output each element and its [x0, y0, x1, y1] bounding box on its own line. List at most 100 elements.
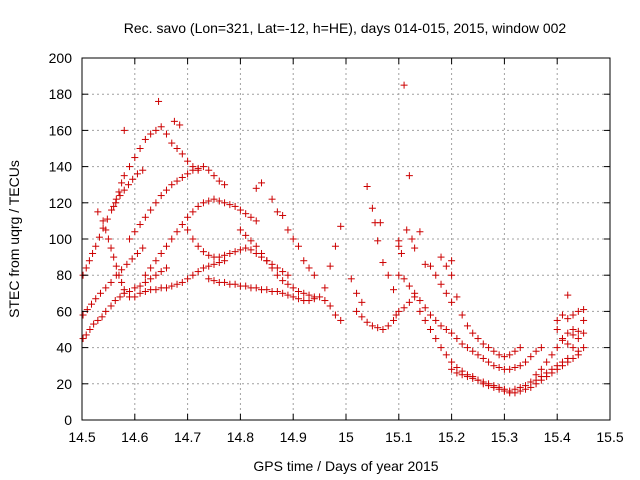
data-point	[168, 139, 176, 147]
data-point	[574, 327, 582, 335]
data-point	[569, 331, 577, 339]
data-point	[247, 237, 255, 245]
data-point	[120, 126, 128, 134]
data-point	[337, 222, 345, 230]
data-point	[152, 286, 160, 294]
y-tick-label: 140	[49, 159, 73, 175]
data-point	[368, 322, 376, 330]
x-tick-label: 15.5	[596, 429, 623, 445]
data-point	[96, 289, 104, 297]
data-point	[131, 293, 139, 301]
data-point	[210, 260, 218, 268]
data-point	[102, 226, 110, 234]
data-point	[279, 277, 287, 285]
data-point	[141, 287, 149, 295]
data-point	[479, 340, 487, 348]
data-point	[321, 284, 329, 292]
data-point	[569, 311, 577, 319]
data-point	[564, 354, 572, 362]
data-point	[103, 215, 111, 223]
data-point	[374, 324, 382, 332]
data-point	[273, 287, 281, 295]
data-point	[194, 202, 202, 210]
data-point	[79, 311, 87, 319]
data-point	[162, 264, 170, 272]
x-tick-label: 14.5	[68, 429, 95, 445]
data-point	[485, 344, 493, 352]
chart-title: Rec. savo (Lon=321, Lat=-12, h=HE), days…	[124, 20, 567, 36]
data-point	[247, 213, 255, 221]
data-point	[284, 280, 292, 288]
x-axis-label: GPS time / Days of year 2015	[253, 458, 438, 474]
data-point	[384, 271, 392, 279]
data-point	[400, 304, 408, 312]
data-point	[258, 249, 266, 257]
data-points	[79, 81, 588, 397]
data-point	[500, 353, 508, 361]
data-point	[358, 313, 366, 321]
x-tick-labels: 14.5 14.6 14.7 14.8 14.9 15 15.1 15.2 15.3 15.4 15…	[68, 429, 623, 445]
data-point	[405, 172, 413, 180]
data-point	[173, 145, 181, 152]
data-point	[279, 211, 287, 219]
data-point	[273, 208, 281, 216]
data-point	[112, 195, 120, 203]
data-point	[95, 233, 103, 241]
data-point	[516, 383, 524, 391]
data-point	[458, 371, 466, 379]
data-point	[136, 282, 144, 290]
data-point	[231, 248, 239, 256]
data-point	[294, 287, 302, 295]
data-point	[495, 364, 503, 372]
data-point	[553, 326, 561, 333]
data-point	[176, 121, 184, 129]
y-tick-label: 40	[56, 340, 72, 356]
data-point	[289, 293, 297, 301]
data-point	[118, 266, 126, 274]
data-point	[115, 271, 123, 279]
data-point	[453, 335, 461, 343]
data-point	[141, 135, 149, 143]
data-point	[205, 251, 213, 259]
data-point	[215, 253, 223, 261]
data-point	[131, 228, 139, 236]
data-point	[490, 382, 498, 390]
data-point	[210, 277, 218, 285]
data-point	[326, 302, 334, 310]
data-point	[331, 242, 339, 250]
data-point	[458, 340, 466, 348]
y-tick-label: 160	[49, 122, 73, 138]
data-point	[123, 260, 131, 268]
data-point	[162, 130, 170, 138]
data-point	[574, 335, 582, 343]
data-point	[133, 249, 141, 257]
data-point	[569, 344, 577, 352]
data-point	[442, 262, 450, 270]
data-point	[495, 351, 503, 359]
data-point	[421, 304, 429, 312]
data-point	[104, 235, 112, 243]
data-point	[184, 226, 192, 234]
data-point	[376, 219, 384, 227]
data-point	[564, 291, 572, 299]
data-point	[395, 307, 403, 315]
data-point	[82, 331, 90, 339]
data-point	[437, 253, 445, 261]
data-point	[120, 186, 128, 194]
data-point	[107, 244, 115, 252]
data-point	[126, 235, 134, 243]
data-point	[205, 262, 213, 270]
data-point	[368, 204, 376, 212]
data-point	[221, 251, 229, 259]
data-point	[102, 307, 110, 315]
data-point	[485, 358, 493, 366]
data-point	[107, 302, 115, 310]
data-point	[403, 226, 411, 234]
data-point	[94, 316, 102, 324]
data-point	[432, 271, 440, 279]
data-point	[379, 326, 387, 333]
data-point	[469, 347, 477, 355]
data-point	[168, 282, 176, 290]
data-point	[289, 284, 297, 292]
data-point	[442, 289, 450, 297]
